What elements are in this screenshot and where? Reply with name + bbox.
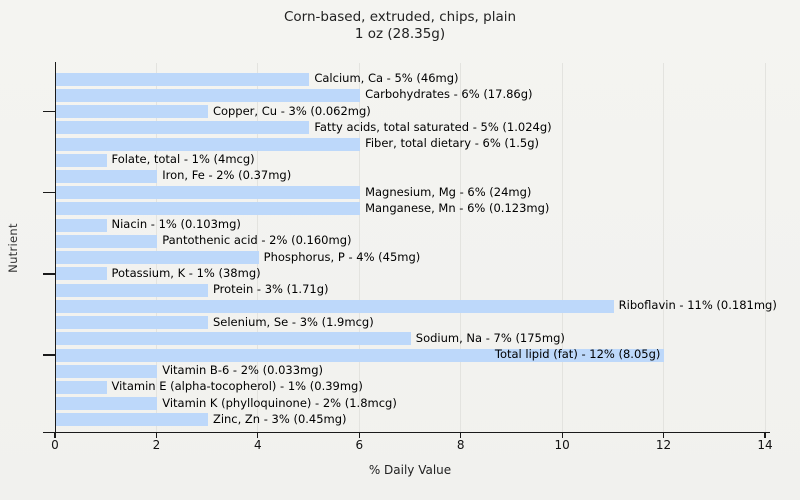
x-tick-label: 4: [254, 438, 262, 452]
bar-sodium-na: [55, 332, 411, 346]
bar-label: Riboflavin - 11% (0.181mg): [618, 298, 777, 313]
bar-total-lipid-fat-: [55, 348, 665, 362]
x-axis-title: % Daily Value: [368, 463, 452, 477]
bar-label: Folate, total - 1% (4mcg): [111, 152, 255, 167]
bar-folate-total: [55, 153, 107, 167]
bar-label: Carbohydrates - 6% (17.86g): [365, 87, 533, 102]
x-tick-label: 14: [757, 438, 773, 452]
y-tick-mark: [43, 354, 55, 356]
y-tick-mark: [43, 110, 55, 113]
bar-label: Protein - 3% (1.71g): [212, 282, 329, 297]
bar-fiber-total-dietary: [55, 137, 361, 151]
bar-potassium-k: [55, 267, 107, 281]
bar-protein: [55, 283, 208, 297]
x-tick-mark: [561, 433, 563, 438]
x-tick-mark: [155, 433, 158, 438]
bar-label: Potassium, K - 1% (38mg): [111, 265, 261, 280]
y-tick-mark: [43, 273, 55, 275]
x-gridline: [561, 63, 563, 432]
bar-label: Fiber, total dietary - 6% (1.5g): [365, 136, 539, 151]
bar-label: Pantothenic acid - 2% (0.160mg): [162, 233, 352, 248]
bar-label: Vitamin E (alpha-tocopherol) - 1% (0.39m…: [111, 379, 363, 394]
bar-label: Sodium, Na - 7% (175mg): [415, 330, 565, 345]
y-axis-title: Nutrient: [6, 223, 20, 273]
x-gridline: [460, 63, 462, 432]
bar-vitamin-e-alpha-tocopherol-: [55, 380, 107, 394]
x-tick-mark: [764, 433, 766, 438]
bar-carbohydrates: [55, 88, 361, 102]
x-gridline: [663, 63, 665, 432]
bar-zinc-zn: [55, 413, 208, 427]
bar-label: Zinc, Zn - 3% (0.45mg): [212, 411, 347, 426]
x-tick-label: 2: [152, 438, 161, 452]
bar-label: Phosphorus, P - 4% (45mg): [263, 249, 421, 264]
bar-label: Iron, Fe - 2% (0.37mg): [162, 168, 292, 183]
x-tick-mark: [257, 433, 259, 438]
x-axis-line: [43, 431, 770, 433]
bar-magnesium-mg: [55, 186, 361, 200]
y-tick-mark: [43, 191, 55, 194]
bar-phosphorus-p: [55, 251, 259, 265]
bar-riboflavin: [55, 299, 614, 313]
bar-label: Manganese, Mn - 6% (0.123mg): [365, 200, 550, 215]
x-tick-mark: [662, 433, 665, 438]
x-tick-label: 0: [51, 438, 59, 452]
bar-fatty-acids-total-saturated: [55, 121, 310, 135]
bar-label: Vitamin B-6 - 2% (0.033mg): [162, 363, 324, 378]
x-gridline: [358, 63, 360, 432]
bar-label: Magnesium, Mg - 6% (24mg): [365, 184, 532, 199]
y-axis-line: [54, 62, 56, 433]
bar-label: Selenium, Se - 3% (1.9mcg): [212, 314, 374, 329]
bar-label: Niacin - 1% (0.103mg): [111, 217, 241, 232]
bar-label: Calcium, Ca - 5% (46mg): [314, 71, 459, 86]
x-gridline: [764, 63, 766, 432]
x-tick-label: 10: [554, 438, 570, 452]
bar-vitamin-k-phylloquinone-: [55, 397, 158, 411]
bar-selenium-se: [55, 316, 208, 330]
bar-label: Vitamin K (phylloquinone) - 2% (1.8mcg): [162, 395, 397, 410]
bar-label: Copper, Cu - 3% (0.062mg): [212, 103, 371, 118]
chart-title-line1: Corn-based, extruded, chips, plain: [283, 9, 517, 25]
bar-vitamin-b-6: [55, 364, 158, 378]
bar-pantothenic-acid: [55, 234, 158, 248]
bar-niacin: [55, 218, 107, 232]
x-tick-label: 8: [456, 438, 465, 452]
bar-label: Fatty acids, total saturated - 5% (1.024…: [314, 119, 552, 134]
bar-calcium-ca: [55, 72, 310, 86]
bar-label: Total lipid (fat) - 12% (8.05g): [494, 347, 661, 362]
chart-title: Corn-based, extruded, chips, plain 1 oz …: [0, 9, 800, 43]
x-tick-label: 12: [655, 438, 672, 452]
x-gridline: [257, 63, 259, 432]
x-tick-mark: [54, 433, 56, 438]
bar-iron-fe: [55, 169, 158, 183]
x-tick-mark: [358, 433, 360, 438]
x-tick-mark: [460, 433, 462, 438]
bar-manganese-mn: [55, 202, 361, 216]
x-tick-label: 6: [355, 438, 364, 452]
bar-copper-cu: [55, 105, 208, 119]
chart-title-line2: 1 oz (28.35g): [354, 26, 446, 42]
